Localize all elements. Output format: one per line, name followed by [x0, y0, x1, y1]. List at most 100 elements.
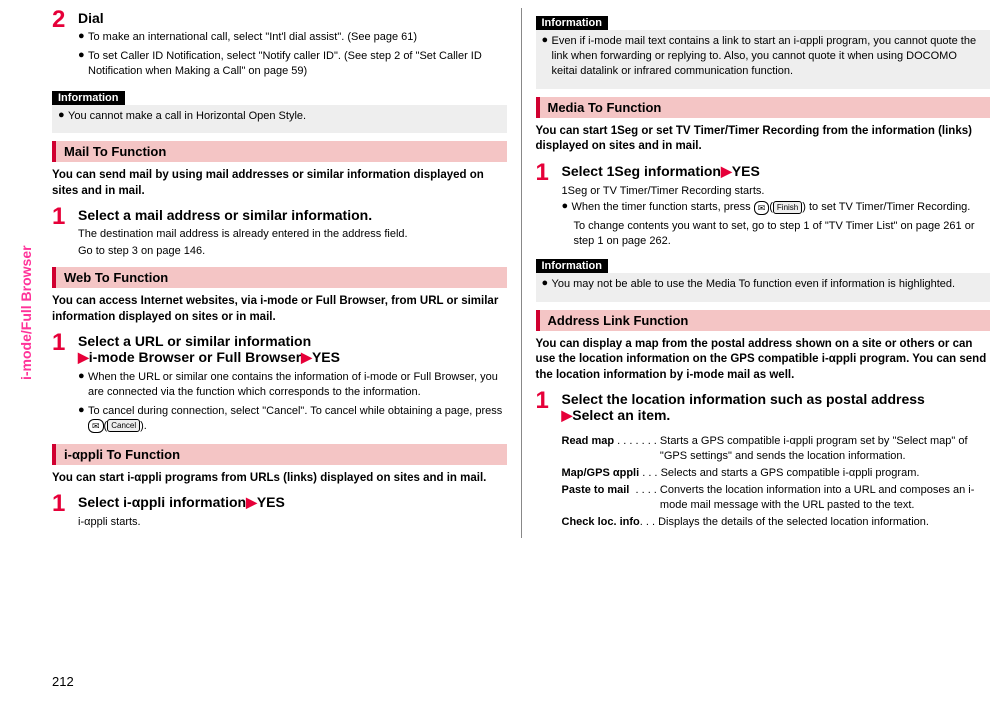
- def-map-gps: Map/GPS αppli . . . Selects and starts a…: [562, 466, 991, 481]
- step-number: 2: [52, 8, 78, 32]
- step-number: 1: [536, 389, 562, 413]
- step-content: Select i-αppli information▶YES i-αppli s…: [78, 492, 507, 532]
- section-intro: You can start 1Seg or set TV Timer/Timer…: [536, 124, 991, 155]
- body-text: To change contents you want to set, go t…: [562, 219, 991, 249]
- bullet-item: ● When the timer function starts, press …: [562, 200, 991, 217]
- bullet-dot: ●: [78, 49, 88, 81]
- text-part: To cancel during connection, select "Can…: [88, 405, 502, 417]
- step-title: Select the location information such as …: [562, 391, 991, 424]
- def-dots: . . .: [640, 515, 658, 530]
- step-1-media: 1 Select 1Seg information▶YES 1Seg or TV…: [536, 161, 991, 251]
- step-content: Select the location information such as …: [562, 389, 991, 428]
- section-mail-to: Mail To Function: [52, 141, 507, 162]
- section-intro: You can start i-αppli programs from URLs…: [52, 471, 507, 487]
- arrow-icon: ▶: [301, 349, 312, 365]
- sidebar-category: i-mode/Full Browser: [18, 245, 34, 380]
- title-part: Select i-αppli information: [78, 494, 246, 510]
- section-intro: You can display a map from the postal ad…: [536, 337, 991, 384]
- text-part: to set TV Timer/Timer Recording.: [806, 201, 970, 213]
- info-box: Information ● You cannot make a call in …: [52, 91, 507, 134]
- page-number: 212: [52, 674, 74, 689]
- bullet-dot: ●: [542, 34, 552, 81]
- info-badge: Information: [536, 259, 609, 273]
- definition-list: Read map . . . . . . . Starts a GPS comp…: [536, 434, 991, 529]
- right-column: Information ● Even if i-mode mail text c…: [532, 8, 991, 538]
- mail-key-icon: ✉: [88, 419, 104, 433]
- arrow-icon: ▶: [721, 163, 732, 179]
- arrow-icon: ▶: [246, 494, 257, 510]
- body-text: The destination mail address is already …: [78, 227, 507, 242]
- title-part: YES: [312, 349, 340, 365]
- step-2: 2 Dial ● To make an international call, …: [52, 8, 507, 83]
- def-term: Paste to mail: [562, 483, 630, 513]
- step-title: Select a URL or similar information ▶i-m…: [78, 333, 507, 366]
- def-term: Read map: [562, 434, 615, 464]
- step-title: Select 1Seg information▶YES: [562, 163, 991, 180]
- finish-key-label: Finish: [773, 201, 802, 214]
- text-part: .: [144, 420, 147, 432]
- step-1-mail: 1 Select a mail address or similar infor…: [52, 205, 507, 261]
- info-header: Information: [52, 91, 507, 105]
- arrow-icon: ▶: [78, 349, 89, 365]
- bullet-dot: ●: [78, 30, 88, 47]
- page-container: 2 Dial ● To make an international call, …: [0, 0, 1000, 538]
- left-column: 2 Dial ● To make an international call, …: [52, 8, 522, 538]
- step-content: Select 1Seg information▶YES 1Seg or TV T…: [562, 161, 991, 251]
- info-header: Information: [536, 259, 991, 273]
- bullet-dot: ●: [562, 200, 572, 217]
- step-content: Dial ● To make an international call, se…: [78, 8, 507, 83]
- cancel-key-label: Cancel: [107, 419, 140, 432]
- info-badge: Information: [536, 16, 609, 30]
- info-body: ● You cannot make a call in Horizontal O…: [52, 105, 507, 134]
- bullet-text: When the URL or similar one contains the…: [88, 370, 507, 400]
- bullet-dot: ●: [542, 277, 552, 294]
- body-text: i-αppli starts.: [78, 515, 507, 530]
- def-desc: Selects and starts a GPS compatible i-αp…: [661, 466, 990, 481]
- bullet-item: ● When the URL or similar one contains t…: [78, 370, 507, 402]
- bullet-text: When the timer function starts, press ✉(…: [572, 200, 991, 215]
- info-body: ● You may not be able to use the Media T…: [536, 273, 991, 302]
- title-part: Select 1Seg information: [562, 163, 721, 179]
- info-text: You may not be able to use the Media To …: [552, 277, 985, 292]
- def-paste-mail: Paste to mail . . . . Converts the locat…: [562, 483, 991, 513]
- text-part: When the timer function starts, press: [572, 201, 754, 213]
- def-read-map: Read map . . . . . . . Starts a GPS comp…: [562, 434, 991, 464]
- section-iappli-to: i-αppli To Function: [52, 444, 507, 465]
- info-text: You cannot make a call in Horizontal Ope…: [68, 109, 501, 124]
- title-part: i-mode Browser or Full Browser: [89, 349, 301, 365]
- step-number: 1: [52, 205, 78, 229]
- section-address-link: Address Link Function: [536, 310, 991, 331]
- step-title: Select a mail address or similar informa…: [78, 207, 507, 223]
- step-title: Select i-αppli information▶YES: [78, 494, 507, 511]
- step-number: 1: [52, 492, 78, 516]
- step-title-dial: Dial: [78, 10, 507, 26]
- def-check-loc: Check loc. info. . . Displays the detail…: [562, 515, 991, 530]
- section-intro: You can access Internet websites, via i-…: [52, 294, 507, 325]
- section-intro: You can send mail by using mail addresse…: [52, 168, 507, 199]
- body-text: Go to step 3 on page 146.: [78, 244, 507, 259]
- def-term: Check loc. info: [562, 515, 640, 530]
- bullet-dot: ●: [58, 109, 68, 126]
- info-body: ● Even if i-mode mail text contains a li…: [536, 30, 991, 89]
- title-part: YES: [732, 163, 760, 179]
- def-term: Map/GPS αppli: [562, 466, 640, 481]
- step-content: Select a URL or similar information ▶i-m…: [78, 331, 507, 437]
- step-number: 1: [536, 161, 562, 185]
- def-desc: Starts a GPS compatible i-αppli program …: [660, 434, 990, 464]
- step-1-web: 1 Select a URL or similar information ▶i…: [52, 331, 507, 437]
- title-part: Select an item.: [572, 407, 670, 423]
- info-header: Information: [536, 16, 991, 30]
- body-text: 1Seg or TV Timer/Timer Recording starts.: [562, 184, 991, 199]
- step-number: 1: [52, 331, 78, 355]
- info-box: Information ● You may not be able to use…: [536, 259, 991, 302]
- def-dots: . . . . . . .: [614, 434, 660, 464]
- mail-key-icon: ✉: [754, 201, 770, 215]
- def-dots: . . .: [639, 466, 660, 481]
- info-box: Information ● Even if i-mode mail text c…: [536, 16, 991, 89]
- title-part: Select the location information such as …: [562, 391, 925, 407]
- section-media-to: Media To Function: [536, 97, 991, 118]
- info-badge: Information: [52, 91, 125, 105]
- bullet-text: To make an international call, select "I…: [88, 30, 507, 45]
- def-dots: . . . .: [629, 483, 660, 513]
- def-desc: Displays the details of the selected loc…: [658, 515, 990, 530]
